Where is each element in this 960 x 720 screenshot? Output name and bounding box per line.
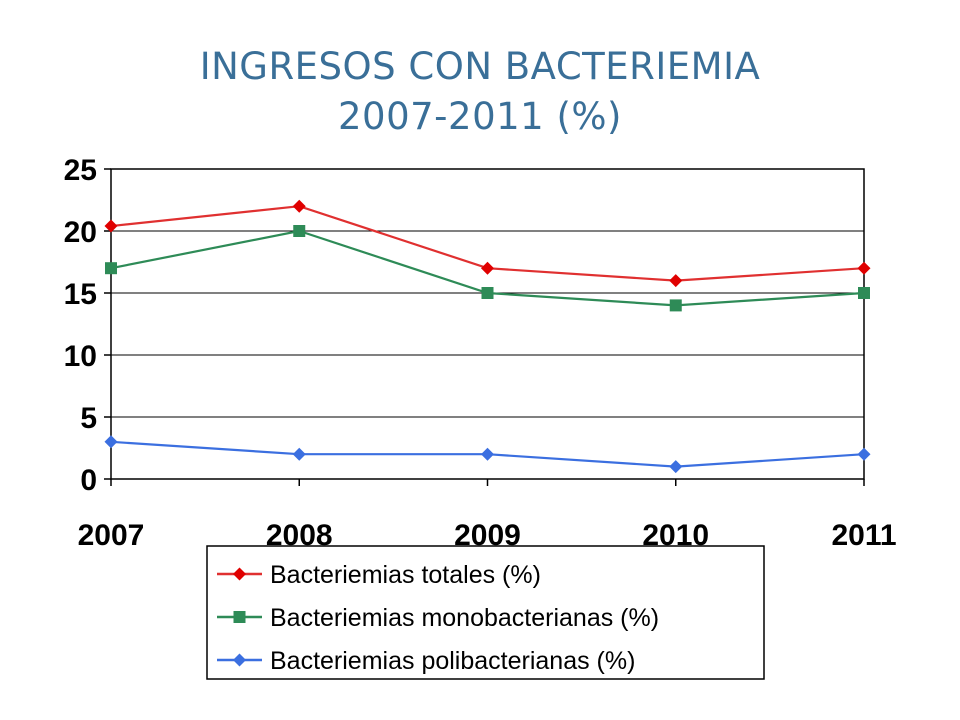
chart-title-line1: INGRESOS CON BACTERIEMIA xyxy=(199,45,761,88)
data-point xyxy=(857,447,871,461)
data-point xyxy=(104,435,118,449)
y-tick-label: 20 xyxy=(64,216,97,249)
y-tick-label: 0 xyxy=(80,464,97,497)
data-point xyxy=(857,261,871,275)
data-point xyxy=(669,274,683,288)
legend-swatch-marker xyxy=(233,611,246,623)
y-tick-label: 10 xyxy=(64,340,97,373)
legend-item: Bacteriemias totales (%) xyxy=(217,561,541,589)
chart-title-line2: 2007-2011 (%) xyxy=(338,95,622,138)
chart-title: INGRESOS CON BACTERIEMIA 2007-2011 (%) xyxy=(0,42,960,142)
series-group xyxy=(104,199,871,474)
legend-item: Bacteriemias monobacterianas (%) xyxy=(217,604,659,632)
data-point xyxy=(292,199,306,213)
data-point xyxy=(481,287,494,299)
series-2 xyxy=(105,225,870,312)
data-point xyxy=(105,262,117,275)
gridlines xyxy=(111,230,864,418)
series-3 xyxy=(104,435,871,474)
x-tick-label: 2011 xyxy=(831,519,896,552)
data-point xyxy=(669,460,683,474)
y-tick-label: 5 xyxy=(80,402,97,435)
y-tick-label: 25 xyxy=(64,154,97,187)
legend-label: Bacteriemias totales (%) xyxy=(270,561,541,589)
data-point xyxy=(858,287,870,299)
legend-box xyxy=(206,545,765,680)
data-point xyxy=(293,225,306,237)
legend-swatch-marker xyxy=(233,567,246,581)
legend-label: Bacteriemias monobacterianas (%) xyxy=(270,604,659,632)
legend-item: Bacteriemias polibacterianas (%) xyxy=(217,647,635,675)
data-point xyxy=(292,447,306,461)
legend: Bacteriemias totales (%) Bacteriemias mon… xyxy=(206,545,765,680)
plot-area xyxy=(110,168,865,480)
y-tick-label: 15 xyxy=(64,278,97,311)
data-point xyxy=(669,299,682,312)
data-point xyxy=(104,219,118,233)
data-point xyxy=(481,261,494,275)
legend-swatch-marker xyxy=(233,653,246,667)
legend-label: Bacteriemias polibacterianas (%) xyxy=(270,647,635,675)
x-tick-label: 2007 xyxy=(78,519,145,552)
series-1 xyxy=(104,199,871,288)
data-point xyxy=(481,447,494,461)
